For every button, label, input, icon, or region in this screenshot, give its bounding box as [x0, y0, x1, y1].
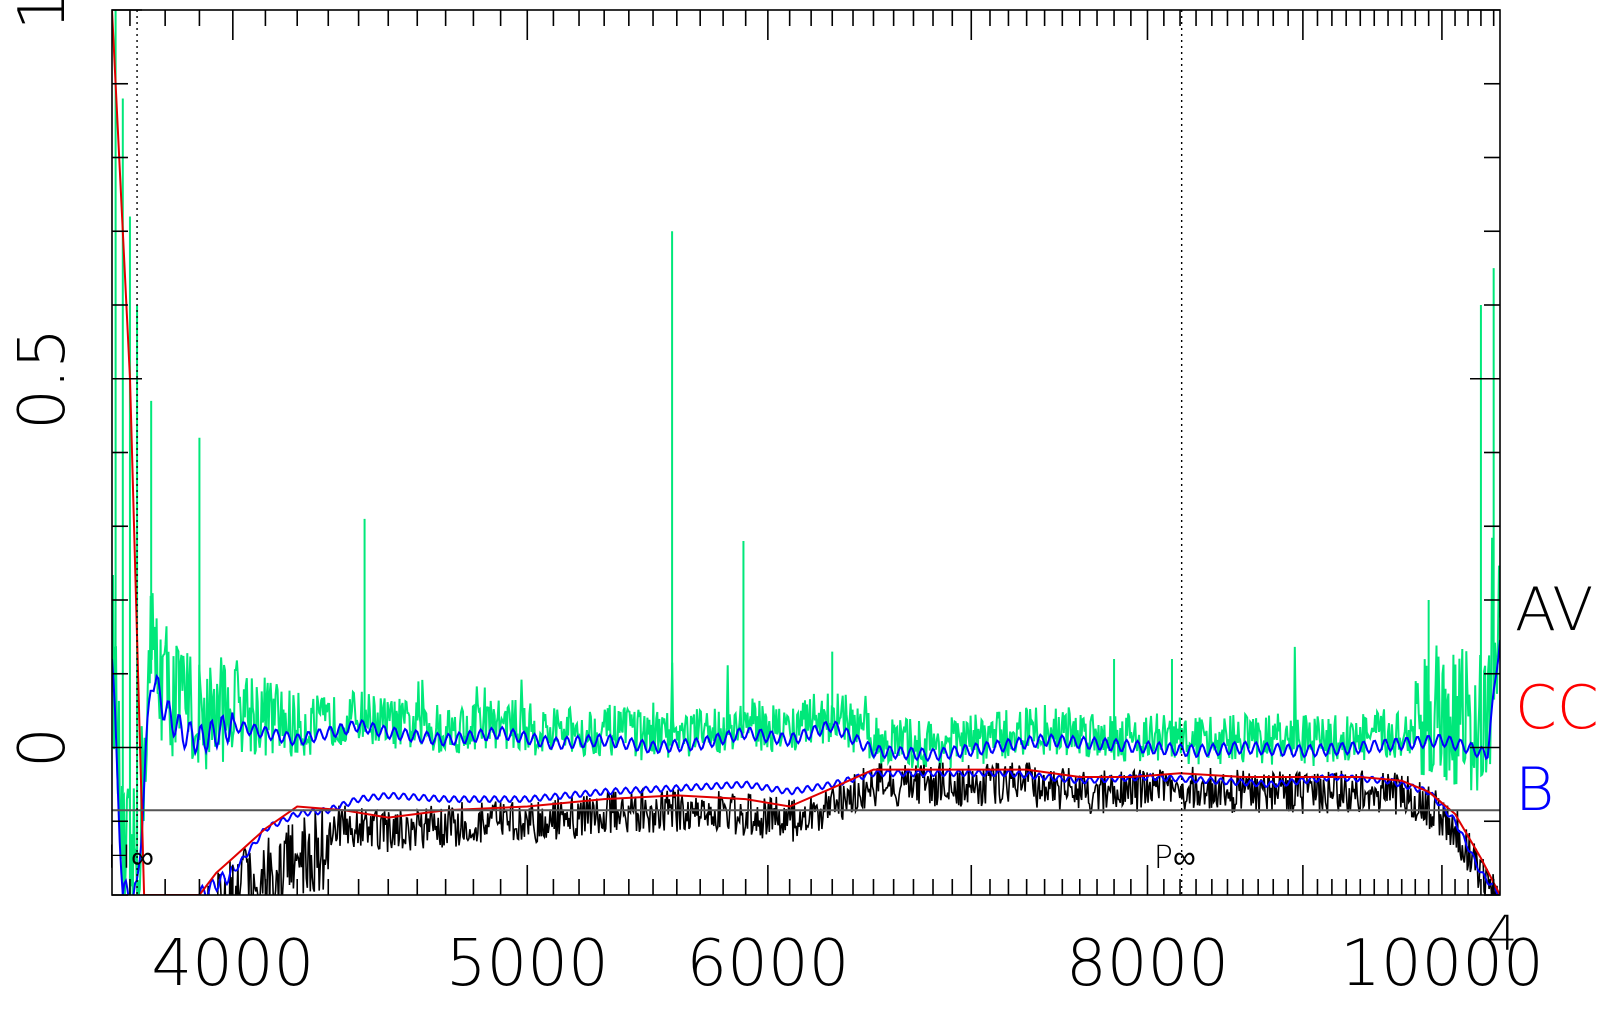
x-tick-label: 10000	[1340, 927, 1544, 1001]
plot-content	[112, 10, 1500, 895]
x-tick-label: 5000	[446, 927, 609, 1001]
legend: AV CC B	[1515, 575, 1599, 825]
reference-label: H∞	[107, 838, 154, 876]
y-tick-label: 0.5	[6, 328, 80, 430]
legend-entry: AV	[1515, 575, 1593, 645]
plot-area	[112, 10, 1500, 895]
axis-ticks	[112, 9, 1500, 896]
x-tick-label: 6000	[686, 927, 849, 1001]
annotations: H∞ P∞	[107, 838, 1196, 876]
x-tick-label: 4000	[151, 927, 314, 1001]
legend-entry: B	[1515, 755, 1554, 825]
legend-entry: CC	[1515, 673, 1599, 743]
smoothed-series-upper	[112, 639, 1500, 895]
plot-frame	[111, 9, 1501, 896]
x-tick-label: 8000	[1066, 927, 1229, 1001]
noise-band-series	[112, 537, 1500, 895]
smoothed-series-lower	[198, 769, 1500, 895]
y-tick-label: 1	[6, 0, 80, 30]
reference-label: P∞	[1154, 838, 1196, 876]
x-axis-overlay-label: 4	[1487, 906, 1518, 962]
y-tick-label: 0	[6, 727, 80, 768]
continuum-series	[112, 10, 1500, 895]
